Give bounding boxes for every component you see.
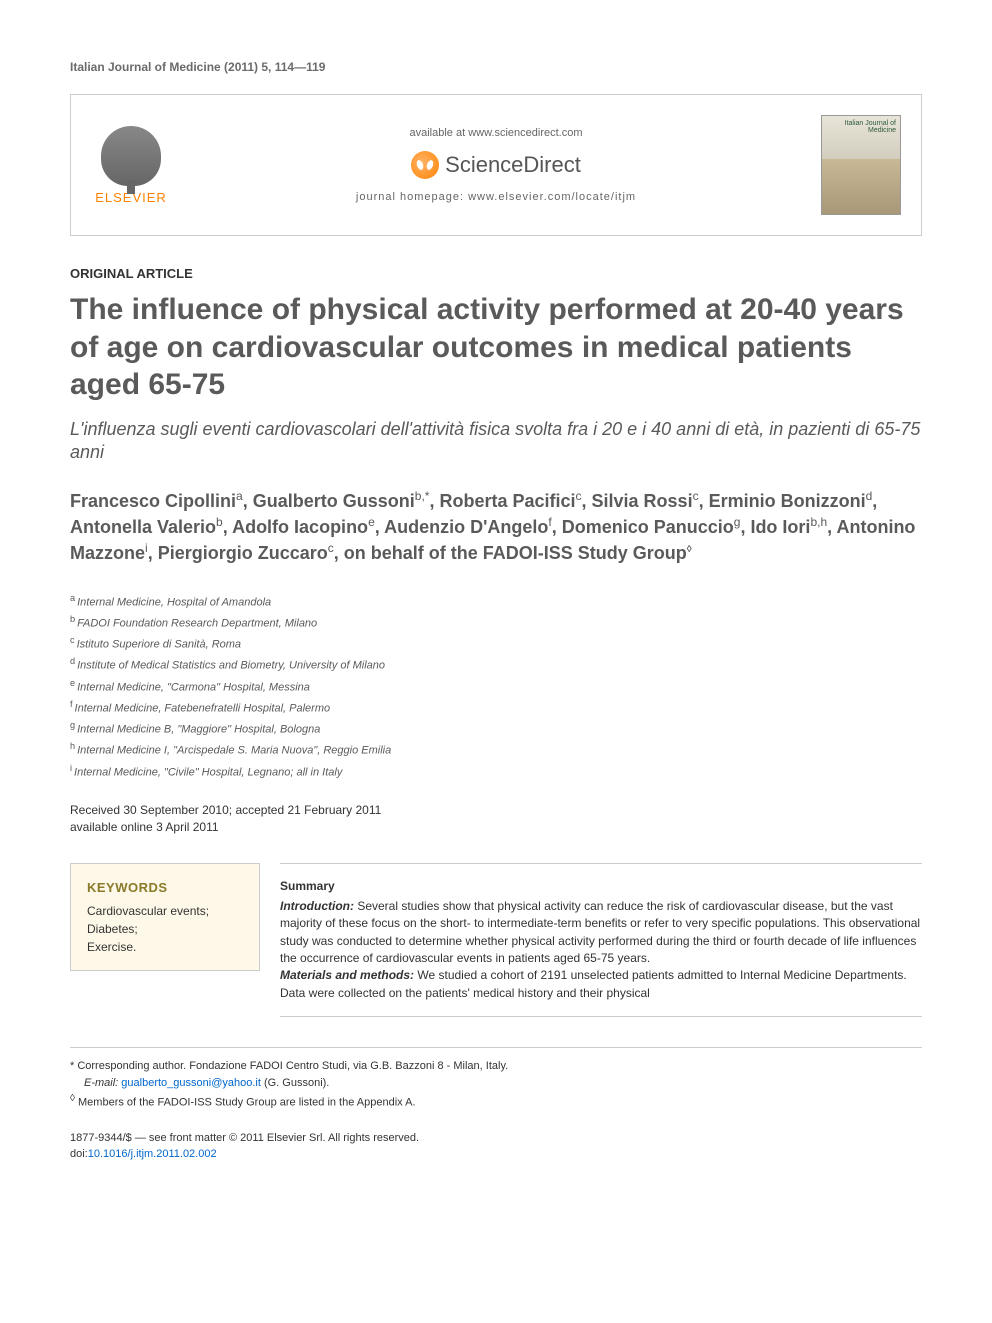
corresponding-author: * Corresponding author. Fondazione FADOI… <box>70 1058 922 1075</box>
elsevier-logo[interactable]: ELSEVIER <box>91 126 171 205</box>
corr-text: Corresponding author. Fondazione FADOI C… <box>74 1060 508 1072</box>
received-date: Received 30 September 2010; accepted 21 … <box>70 802 922 819</box>
article-title: The influence of physical activity perfo… <box>70 291 922 404</box>
email-attr: (G. Gussoni). <box>261 1077 329 1089</box>
issn-line: 1877-9344/$ — see front matter © 2011 El… <box>70 1131 922 1146</box>
abstract-row: KEYWORDS Cardiovascular events; Diabetes… <box>70 863 922 1017</box>
journal-cover-thumbnail[interactable]: Italian Journal of Medicine <box>821 115 901 215</box>
journal-homepage[interactable]: journal homepage: www.elsevier.com/locat… <box>171 191 821 203</box>
header-center: available at www.sciencedirect.com Scien… <box>171 127 821 203</box>
corresponding-email: E-mail: gualberto_gussoni@yahoo.it (G. G… <box>70 1075 922 1092</box>
study-group-note: ◊ Members of the FADOI-ISS Study Group a… <box>70 1091 922 1111</box>
doi-line: doi:10.1016/j.itjm.2011.02.002 <box>70 1147 922 1162</box>
author-list: Francesco Cipollinia, Gualberto Gussonib… <box>70 488 922 566</box>
summary-heading: Summary <box>280 878 922 895</box>
keywords-box: KEYWORDS Cardiovascular events; Diabetes… <box>70 863 260 971</box>
article-dates: Received 30 September 2010; accepted 21 … <box>70 802 922 836</box>
intro-label: Introduction: <box>280 899 354 913</box>
summary-introduction: Introduction: Several studies show that … <box>280 898 922 968</box>
available-at: available at www.sciencedirect.com <box>171 127 821 139</box>
diamond-text: Members of the FADOI-ISS Study Group are… <box>75 1097 416 1109</box>
copyright: 1877-9344/$ — see front matter © 2011 El… <box>70 1131 922 1162</box>
journal-header: ELSEVIER available at www.sciencedirect.… <box>70 94 922 236</box>
sciencedirect-icon <box>411 151 439 179</box>
elsevier-tree-icon <box>101 126 161 186</box>
methods-label: Materials and methods: <box>280 968 414 982</box>
keywords-heading: KEYWORDS <box>87 878 243 898</box>
intro-text: Several studies show that physical activ… <box>280 899 920 965</box>
summary-methods: Materials and methods: We studied a coho… <box>280 967 922 1002</box>
journal-reference: Italian Journal of Medicine (2011) 5, 11… <box>70 60 922 74</box>
doi-label: doi: <box>70 1148 88 1160</box>
footnotes: * Corresponding author. Fondazione FADOI… <box>70 1047 922 1111</box>
cover-title: Italian Journal of Medicine <box>845 120 896 134</box>
email-link[interactable]: gualberto_gussoni@yahoo.it <box>121 1077 261 1089</box>
affiliations: aInternal Medicine, Hospital of Amandola… <box>70 591 922 782</box>
doi-link[interactable]: 10.1016/j.itjm.2011.02.002 <box>88 1148 217 1160</box>
article-subtitle: L'influenza sugli eventi cardiovascolari… <box>70 418 922 465</box>
summary-box: Summary Introduction: Several studies sh… <box>280 863 922 1017</box>
keywords-list: Cardiovascular events; Diabetes; Exercis… <box>87 902 243 956</box>
online-date: available online 3 April 2011 <box>70 819 922 836</box>
sciencedirect-text: ScienceDirect <box>445 152 581 178</box>
sciencedirect-logo[interactable]: ScienceDirect <box>171 151 821 179</box>
article-type: ORIGINAL ARTICLE <box>70 266 922 281</box>
email-label: E-mail: <box>84 1077 118 1089</box>
